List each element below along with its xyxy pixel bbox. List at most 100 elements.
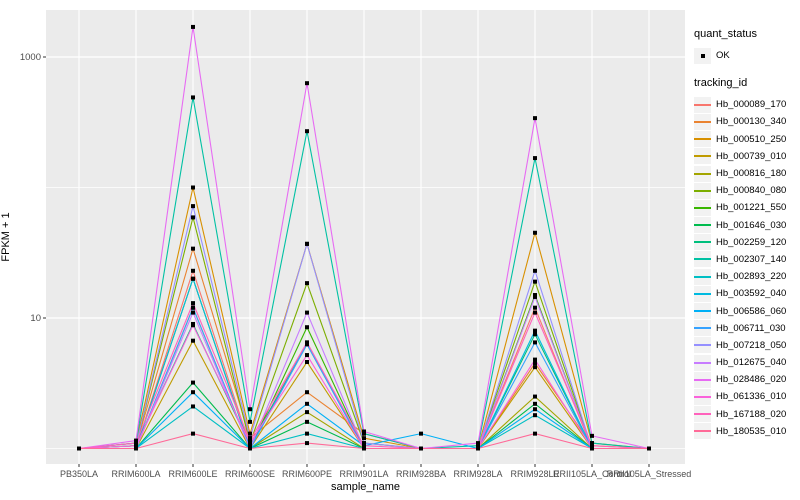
data-point[interactable] bbox=[191, 338, 195, 343]
data-point[interactable] bbox=[248, 431, 252, 436]
data-point[interactable] bbox=[362, 443, 366, 448]
data-point[interactable] bbox=[590, 441, 594, 446]
legend-item-Hb_000510_250[interactable]: Hb_000510_250 bbox=[694, 131, 798, 148]
data-point[interactable] bbox=[362, 431, 366, 436]
data-point[interactable] bbox=[191, 380, 195, 385]
data-point[interactable] bbox=[248, 446, 252, 451]
legend-item-ok[interactable]: OK bbox=[694, 47, 798, 64]
data-point[interactable] bbox=[305, 325, 309, 330]
data-point[interactable] bbox=[248, 436, 252, 441]
data-point[interactable] bbox=[191, 185, 195, 190]
data-point[interactable] bbox=[191, 24, 195, 29]
data-point[interactable] bbox=[305, 81, 309, 86]
data-point[interactable] bbox=[533, 116, 537, 121]
data-point[interactable] bbox=[305, 360, 309, 365]
data-point[interactable] bbox=[533, 294, 537, 299]
data-point[interactable] bbox=[533, 431, 537, 436]
data-point[interactable] bbox=[533, 279, 537, 284]
legend-item-Hb_002307_140[interactable]: Hb_002307_140 bbox=[694, 251, 798, 268]
data-point[interactable] bbox=[248, 419, 252, 424]
data-point[interactable] bbox=[362, 429, 366, 434]
data-point[interactable] bbox=[533, 310, 537, 315]
data-point[interactable] bbox=[305, 353, 309, 358]
legend-item-Hb_006711_030[interactable]: Hb_006711_030 bbox=[694, 320, 798, 337]
legend-item-Hb_002893_220[interactable]: Hb_002893_220 bbox=[694, 268, 798, 285]
data-point[interactable] bbox=[248, 443, 252, 448]
data-point[interactable] bbox=[305, 441, 309, 446]
data-point[interactable] bbox=[305, 310, 309, 315]
data-point[interactable] bbox=[419, 431, 423, 436]
data-point[interactable] bbox=[191, 431, 195, 436]
legend-item-Hb_000816_180[interactable]: Hb_000816_180 bbox=[694, 165, 798, 182]
data-point[interactable] bbox=[476, 443, 480, 448]
data-point[interactable] bbox=[248, 407, 252, 412]
data-point[interactable] bbox=[305, 281, 309, 286]
legend-item-Hb_006586_060[interactable]: Hb_006586_060 bbox=[694, 302, 798, 320]
data-point[interactable] bbox=[647, 446, 651, 451]
data-point[interactable] bbox=[191, 276, 195, 281]
legend-item-Hb_028486_020[interactable]: Hb_028486_020 bbox=[694, 371, 798, 388]
data-point[interactable] bbox=[191, 204, 195, 209]
data-point[interactable] bbox=[305, 410, 309, 415]
data-point[interactable] bbox=[134, 438, 138, 443]
data-point[interactable] bbox=[533, 305, 537, 310]
data-point[interactable] bbox=[305, 340, 309, 345]
data-point[interactable] bbox=[590, 433, 594, 438]
data-point[interactable] bbox=[248, 438, 252, 443]
data-point[interactable] bbox=[533, 230, 537, 235]
data-point[interactable] bbox=[590, 446, 594, 451]
data-point[interactable] bbox=[533, 357, 537, 362]
legend-item-Hb_003592_040[interactable]: Hb_003592_040 bbox=[694, 285, 798, 302]
legend-item-Hb_007218_050[interactable]: Hb_007218_050 bbox=[694, 337, 798, 354]
legend-item-Hb_180535_010[interactable]: Hb_180535_010 bbox=[694, 423, 798, 440]
data-point[interactable] bbox=[533, 413, 537, 418]
data-point[interactable] bbox=[305, 419, 309, 424]
legend-item-Hb_000089_170[interactable]: Hb_000089_170 bbox=[694, 96, 798, 113]
data-point[interactable] bbox=[191, 390, 195, 395]
data-point[interactable] bbox=[533, 340, 537, 345]
data-point[interactable] bbox=[533, 365, 537, 370]
legend-item-Hb_001221_550[interactable]: Hb_001221_550 bbox=[694, 199, 798, 216]
data-point[interactable] bbox=[305, 241, 309, 246]
data-point[interactable] bbox=[305, 431, 309, 436]
data-point[interactable] bbox=[191, 323, 195, 328]
data-point[interactable] bbox=[191, 95, 195, 100]
data-point[interactable] bbox=[191, 215, 195, 220]
data-point[interactable] bbox=[134, 446, 138, 451]
data-point[interactable] bbox=[533, 332, 537, 337]
data-point[interactable] bbox=[248, 441, 252, 446]
legend-item-Hb_000739_010[interactable]: Hb_000739_010 bbox=[694, 148, 798, 165]
legend-item-Hb_061336_010[interactable]: Hb_061336_010 bbox=[694, 388, 798, 405]
data-point[interactable] bbox=[533, 328, 537, 333]
legend-item-Hb_000130_340[interactable]: Hb_000130_340 bbox=[694, 113, 798, 130]
legend-item-Hb_000840_080[interactable]: Hb_000840_080 bbox=[694, 182, 798, 199]
data-point[interactable] bbox=[191, 310, 195, 315]
data-point[interactable] bbox=[191, 246, 195, 251]
data-point[interactable] bbox=[134, 443, 138, 448]
data-point[interactable] bbox=[305, 129, 309, 134]
data-point[interactable] bbox=[362, 436, 366, 441]
data-point[interactable] bbox=[533, 268, 537, 273]
data-point[interactable] bbox=[305, 401, 309, 406]
data-point[interactable] bbox=[533, 156, 537, 161]
data-point[interactable] bbox=[191, 268, 195, 273]
data-point[interactable] bbox=[191, 305, 195, 310]
data-point[interactable] bbox=[533, 407, 537, 412]
data-point[interactable] bbox=[590, 443, 594, 448]
data-point[interactable] bbox=[362, 441, 366, 446]
legend-item-Hb_012675_040[interactable]: Hb_012675_040 bbox=[694, 354, 798, 371]
legend-item-Hb_167188_020[interactable]: Hb_167188_020 bbox=[694, 406, 798, 423]
data-point[interactable] bbox=[191, 301, 195, 306]
data-point[interactable] bbox=[191, 404, 195, 409]
data-point[interactable] bbox=[533, 401, 537, 406]
legend-item-Hb_001646_030[interactable]: Hb_001646_030 bbox=[694, 217, 798, 234]
legend-item-Hb_002259_120[interactable]: Hb_002259_120 bbox=[694, 234, 798, 251]
data-point[interactable] bbox=[134, 441, 138, 446]
data-point[interactable] bbox=[305, 390, 309, 395]
data-point[interactable] bbox=[533, 394, 537, 399]
data-point[interactable] bbox=[476, 446, 480, 451]
data-point[interactable] bbox=[419, 446, 423, 451]
data-point[interactable] bbox=[362, 446, 366, 451]
data-point[interactable] bbox=[476, 441, 480, 446]
data-point[interactable] bbox=[77, 446, 81, 451]
